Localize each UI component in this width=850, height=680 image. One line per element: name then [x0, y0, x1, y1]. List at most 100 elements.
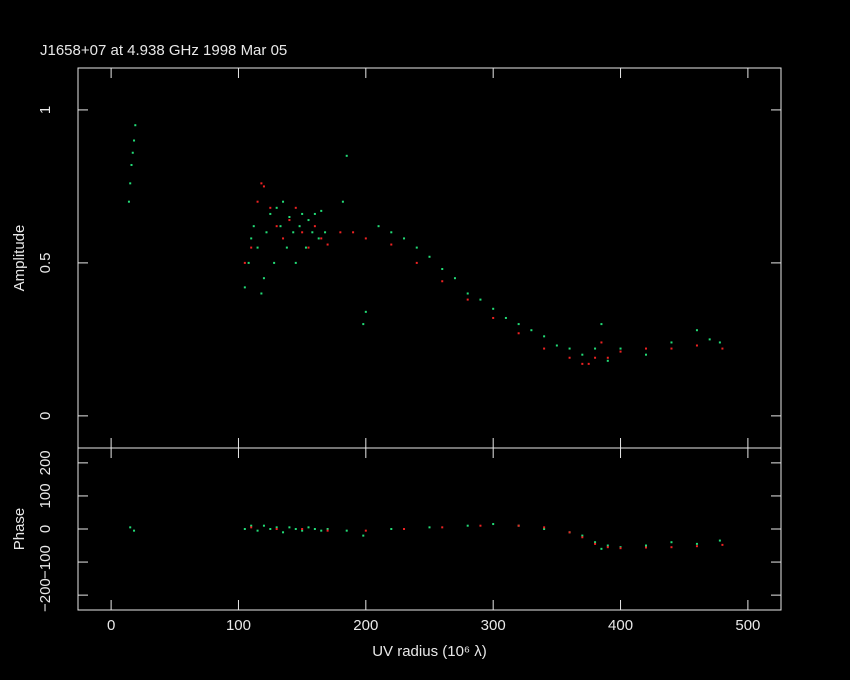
point: [269, 528, 272, 530]
point: [313, 212, 316, 215]
point: [362, 323, 365, 326]
point: [301, 212, 304, 215]
point: [129, 182, 132, 185]
x-axis-label: UV radius (10⁶ λ): [372, 643, 487, 660]
point: [594, 541, 597, 544]
point: [479, 298, 482, 301]
point: [594, 542, 597, 545]
point: [492, 316, 495, 319]
y-tick-label: −100: [37, 545, 54, 579]
x-tick-label: 200: [353, 617, 378, 634]
point: [606, 356, 609, 359]
point: [273, 261, 276, 264]
y-tick-label: 0: [37, 412, 54, 420]
point: [606, 546, 609, 549]
point: [260, 182, 263, 185]
point: [581, 353, 584, 356]
point: [581, 534, 584, 537]
point: [256, 246, 259, 249]
y-tick-label: 100: [37, 483, 54, 508]
point: [298, 225, 301, 228]
point: [252, 225, 255, 228]
plot-frame: [77, 67, 782, 449]
point: [134, 124, 137, 127]
point: [718, 341, 721, 344]
point: [568, 347, 571, 350]
point: [292, 231, 295, 234]
point: [645, 544, 648, 547]
point: [441, 268, 444, 271]
y-tick-label: −200: [37, 578, 54, 612]
point: [307, 526, 310, 529]
point: [390, 243, 393, 246]
point: [543, 347, 546, 350]
point: [504, 316, 507, 319]
point: [362, 534, 365, 537]
point: [307, 219, 310, 222]
point: [131, 151, 134, 154]
point: [133, 139, 136, 142]
point: [260, 292, 263, 295]
point: [645, 546, 648, 549]
point: [492, 307, 495, 310]
x-tick-label: 0: [107, 617, 115, 634]
point: [695, 545, 698, 548]
point: [600, 323, 603, 326]
y-tick-label: 0: [37, 525, 54, 533]
x-tick-label: 400: [608, 617, 633, 634]
point: [555, 344, 558, 347]
point: [517, 323, 520, 326]
point: [275, 225, 278, 228]
point: [606, 359, 609, 362]
point: [313, 225, 316, 228]
point: [301, 528, 304, 530]
point: [645, 353, 648, 356]
point: [587, 362, 590, 365]
point: [304, 246, 307, 249]
x-tick-label: 300: [481, 617, 506, 634]
y-axis-label: Amplitude: [11, 225, 28, 292]
point: [517, 332, 520, 335]
point: [317, 237, 320, 240]
point: [288, 219, 291, 222]
point: [320, 529, 323, 532]
point: [247, 261, 250, 264]
point: [282, 237, 285, 240]
point: [326, 528, 329, 530]
point: [133, 529, 136, 532]
point: [600, 341, 603, 344]
point: [670, 546, 673, 549]
point: [294, 261, 297, 264]
point: [265, 231, 268, 234]
point: [282, 200, 285, 203]
point: [339, 231, 342, 234]
point: [670, 341, 673, 344]
point: [262, 524, 265, 527]
point: [390, 528, 393, 530]
y-tick-label: 200: [37, 450, 54, 475]
point: [695, 542, 698, 545]
point: [364, 529, 367, 532]
point: [243, 528, 246, 530]
point: [250, 237, 253, 240]
point: [294, 528, 297, 530]
point: [441, 280, 444, 283]
point: [288, 216, 291, 219]
point: [313, 528, 316, 530]
y-axis-label: Phase: [11, 508, 28, 551]
point: [269, 212, 272, 215]
point: [262, 185, 265, 188]
point: [581, 362, 584, 365]
chart-title: J1658+07 at 4.938 GHz 1998 Mar 05: [40, 42, 287, 59]
point: [250, 246, 253, 249]
point: [129, 526, 132, 529]
point: [466, 298, 469, 301]
point: [294, 206, 297, 209]
point: [453, 277, 456, 280]
point: [708, 338, 711, 341]
point: [721, 543, 724, 546]
point: [403, 237, 406, 240]
point: [243, 286, 246, 289]
point: [568, 531, 571, 534]
